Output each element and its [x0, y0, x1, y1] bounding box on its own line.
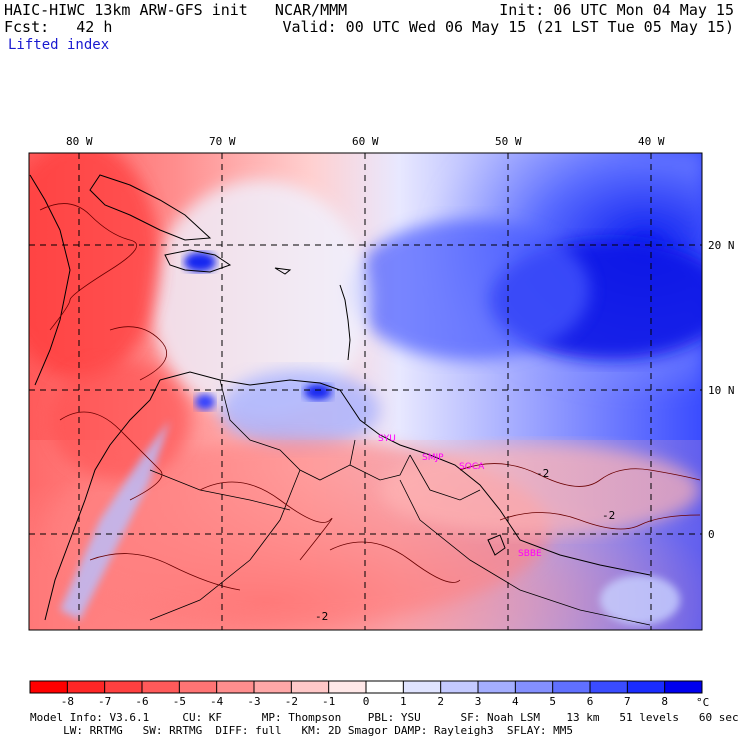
station-label: SMJP: [422, 453, 444, 463]
lon-label: 80 W: [66, 135, 93, 148]
colorbar-tick-label: 8: [661, 695, 668, 708]
colorbar-tick-label: -7: [98, 695, 111, 708]
contour-label: -2: [315, 610, 328, 623]
colorbar-tick-label: -8: [61, 695, 74, 708]
colorbar-swatch: [30, 681, 68, 693]
colorbar-tick-label: -5: [173, 695, 186, 708]
valid-time: Valid: 00 UTC Wed 06 May 15 (21 LST Tue …: [282, 18, 734, 36]
lon-label: 60 W: [352, 135, 379, 148]
model-info-line1: Model Info: V3.6.1 CU: KF MP: Thompson P…: [30, 711, 739, 724]
forecast-hour: Fcst: 42 h: [4, 18, 113, 36]
colorbar-swatch: [254, 681, 292, 693]
lat-lon-grid: [29, 153, 702, 630]
colorbar-swatch: [403, 681, 442, 693]
colorbar-unit: °C: [696, 696, 709, 709]
colorbar-tick-label: 3: [475, 695, 482, 708]
lon-label: 70 W: [209, 135, 236, 148]
contour-label: -2: [536, 467, 549, 480]
colorbar-swatch: [291, 681, 330, 693]
colorbar-tick-label: 1: [400, 695, 407, 708]
colorbar-tick-label: 6: [587, 695, 594, 708]
lon-label: 40 W: [638, 135, 665, 148]
contours: [39, 203, 701, 591]
colorbar-swatch: [664, 681, 703, 693]
colorbar-swatch: [366, 681, 404, 693]
colorbar-tick-label: -6: [135, 695, 148, 708]
colorbar-swatch: [67, 681, 106, 693]
field-name: Lifted index: [8, 37, 110, 53]
colorbar-swatch: [552, 681, 591, 693]
lat-label: 10 N: [708, 384, 735, 397]
colorbar-tick-label: 5: [549, 695, 556, 708]
colorbar-tick-label: -1: [322, 695, 335, 708]
colorbar-tick-label: 7: [624, 695, 631, 708]
coastlines: [29, 174, 651, 621]
colorbar-tick-label: -3: [247, 695, 260, 708]
colorbar-swatch: [328, 681, 367, 693]
station-label: SYU: [378, 434, 396, 444]
colorbar-swatch: [590, 681, 628, 693]
station-label: SBBE: [518, 549, 542, 559]
colorbar-swatch: [179, 681, 218, 693]
colorbar-tick-label: 2: [437, 695, 444, 708]
colorbar-swatch: [104, 681, 143, 693]
colorbar-swatch: [627, 681, 666, 693]
colorbar: -8 -7 -6 -5 -4 -3 -2 -1 0 1 2 3 4 5 6 7 8: [29, 680, 703, 708]
colorbar-swatch: [515, 681, 554, 693]
contour-label: -2: [602, 509, 615, 522]
lat-label: 0: [708, 528, 715, 541]
lon-label: 50 W: [495, 135, 522, 148]
colorbar-tick-label: 4: [512, 695, 519, 708]
init-time: Init: 06 UTC Mon 04 May 15: [499, 1, 734, 19]
station-label: SOCA: [459, 462, 485, 472]
model-title: HAIC-HIWC 13km ARW-GFS init NCAR/MMM: [4, 1, 348, 19]
colorbar-tick-label: 0: [363, 695, 370, 708]
boundaries: [149, 379, 651, 626]
colorbar-swatch: [440, 681, 479, 693]
colorbar-swatch: [216, 681, 255, 693]
colorbar-tick-label: -2: [285, 695, 298, 708]
colorbar-swatch: [142, 681, 180, 693]
colorbar-swatch: [478, 681, 516, 693]
colorbar-tick-label: -4: [210, 695, 224, 708]
model-info-line2: LW: RRTMG SW: RRTMG DIFF: full KM: 2D Sm…: [30, 724, 574, 737]
lat-label: 20 N: [708, 239, 735, 252]
